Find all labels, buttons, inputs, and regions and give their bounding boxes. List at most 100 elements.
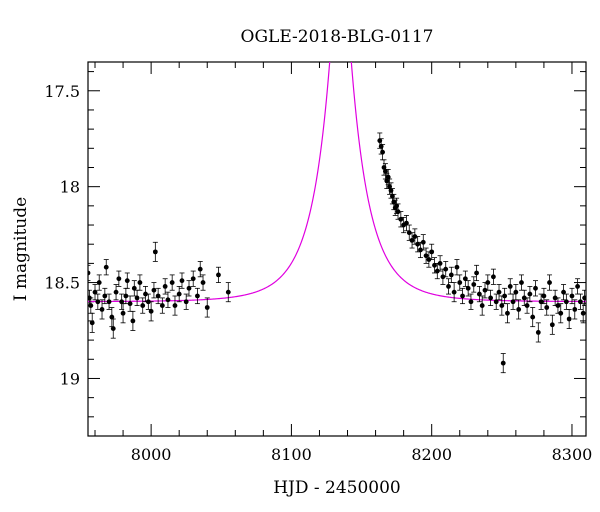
data-point	[183, 293, 189, 310]
data-point	[429, 243, 435, 260]
data-point	[119, 293, 125, 310]
data-point	[176, 285, 182, 303]
data-point	[412, 228, 418, 245]
data-point	[165, 291, 171, 308]
data-point	[151, 282, 157, 299]
tick-labels: 8000 8100 8200 8300 17.5 18 18.5 19	[44, 82, 592, 464]
data-point	[541, 287, 547, 305]
data-point	[431, 257, 437, 274]
data-point	[479, 295, 485, 316]
data-point	[406, 224, 412, 241]
data-point	[457, 274, 463, 291]
data-point	[382, 163, 388, 180]
data-point	[563, 293, 569, 310]
data-point	[172, 295, 178, 316]
data-point	[535, 322, 541, 343]
x-tick-label: 8100	[271, 445, 312, 464]
data-point	[140, 297, 146, 314]
data-point	[496, 284, 502, 301]
data-point	[124, 272, 130, 289]
data-point	[106, 293, 112, 310]
data-point	[420, 234, 426, 251]
data-point	[465, 280, 471, 297]
data-point	[527, 285, 533, 303]
data-point	[95, 293, 101, 310]
data-point	[440, 268, 446, 285]
data-point	[577, 293, 583, 310]
data-point	[169, 274, 175, 291]
data-point	[451, 282, 457, 303]
data-point	[569, 287, 575, 305]
data-point	[190, 270, 196, 287]
data-point	[544, 299, 550, 316]
data-point	[130, 310, 136, 331]
data-point	[566, 309, 572, 329]
data-point	[403, 215, 409, 232]
data-point	[460, 287, 466, 305]
data-point	[558, 303, 564, 324]
data-point	[580, 303, 586, 324]
data-point	[197, 261, 203, 278]
data-point	[502, 287, 508, 305]
data-point	[530, 307, 536, 328]
x-tick-label: 8000	[131, 445, 172, 464]
data-point	[443, 261, 449, 278]
data-point	[179, 272, 185, 289]
chart-title: OGLE-2018-BLG-0117	[241, 27, 434, 47]
data-point	[521, 289, 527, 306]
data-point	[499, 295, 505, 316]
data-point	[504, 303, 510, 324]
data-point	[395, 203, 401, 220]
data-point	[152, 241, 158, 262]
data-point	[423, 247, 429, 264]
data-point	[547, 274, 553, 291]
data-point	[582, 289, 586, 306]
data-point	[145, 293, 151, 310]
data-point	[549, 314, 555, 335]
x-axis-label: HJD - 2450000	[273, 478, 401, 498]
data-point	[102, 287, 108, 305]
axis-ticks	[88, 62, 586, 437]
data-point	[186, 280, 192, 297]
data-point	[507, 278, 513, 295]
data-point	[134, 289, 140, 306]
data-point	[448, 266, 454, 283]
data-point	[109, 307, 115, 328]
data-point	[215, 266, 221, 283]
data-point	[518, 274, 524, 291]
plot-frame	[87, 61, 587, 437]
data-point	[162, 278, 168, 295]
data-point	[88, 264, 91, 282]
data-point	[194, 287, 200, 305]
data-point	[524, 297, 530, 314]
data-point	[468, 293, 474, 310]
data-point	[127, 295, 133, 312]
data-point	[446, 278, 452, 295]
data-points-group	[88, 132, 586, 374]
data-point	[137, 274, 143, 291]
data-point	[500, 353, 506, 374]
y-axis-label: I magnitude	[11, 197, 31, 301]
data-point	[120, 303, 126, 324]
y-tick-label: 18	[60, 178, 80, 197]
data-point	[437, 255, 443, 272]
data-point	[572, 299, 578, 320]
data-point	[110, 318, 116, 339]
data-point	[92, 284, 98, 301]
data-point	[148, 301, 154, 322]
data-point	[513, 284, 519, 301]
data-point	[555, 297, 561, 314]
data-point	[204, 297, 210, 318]
x-tick-label: 8200	[411, 445, 452, 464]
y-tick-label: 18.5	[44, 274, 80, 293]
y-tick-label: 17.5	[44, 82, 80, 101]
data-point	[113, 284, 119, 301]
data-point	[398, 211, 404, 228]
x-tick-label: 8300	[552, 445, 593, 464]
data-point	[434, 262, 440, 280]
data-point	[131, 280, 137, 297]
data-point	[96, 274, 102, 291]
data-point	[516, 299, 522, 320]
data-point	[99, 299, 105, 320]
